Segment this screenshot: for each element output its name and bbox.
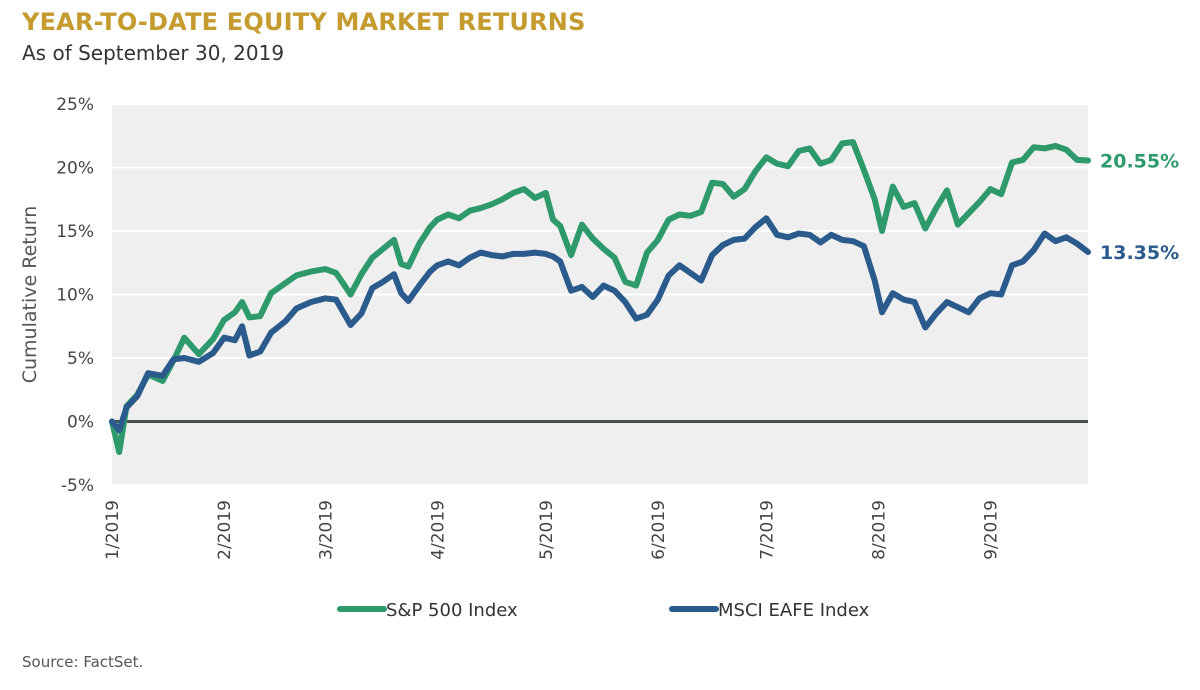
x-tick-label: 8/2019	[869, 500, 889, 560]
sp500-line	[109, 139, 1091, 455]
x-tick-label: 2/2019	[215, 500, 235, 560]
y-tick-label: 0%	[67, 413, 94, 433]
end-labels: 20.55% 13.35%	[1100, 151, 1179, 264]
y-tick-label: 10%	[56, 286, 94, 306]
x-tick-label: 9/2019	[981, 500, 1001, 560]
x-tick-label: 3/2019	[316, 500, 336, 560]
y-tick-label: 20%	[56, 159, 94, 179]
chart-subtitle: As of September 30, 2019	[22, 41, 285, 65]
x-tick-label: 6/2019	[649, 500, 669, 560]
x-tick-label: 5/2019	[537, 500, 557, 560]
y-tick-label: 25%	[56, 95, 94, 115]
legend: S&P 500 Index MSCI EAFE Index	[337, 600, 870, 621]
y-tick-label: -5%	[61, 476, 94, 496]
msci-eafe-line	[109, 215, 1091, 434]
series-lines	[109, 139, 1091, 455]
msci-eafe-end-label: 13.35%	[1100, 242, 1179, 264]
y-axis-ticks: 25% 20% 15% 10% 5% 0% -5%	[56, 95, 94, 496]
y-axis-label: Cumulative Return	[19, 206, 41, 384]
y-tick-label: 5%	[67, 349, 94, 369]
x-axis-ticks: 1/2019 2/2019 3/2019 4/2019 5/2019 6/2019 7/20…	[103, 500, 1001, 560]
x-tick-label: 4/2019	[428, 500, 448, 560]
x-tick-label: 7/2019	[757, 500, 777, 560]
legend-label: S&P 500 Index	[386, 600, 518, 621]
y-tick-label: 15%	[56, 222, 94, 242]
x-tick-label: 1/2019	[103, 500, 123, 560]
legend-label: MSCI EAFE Index	[718, 600, 870, 621]
chart-title: YEAR-TO-DATE EQUITY MARKET RETURNS	[22, 8, 586, 36]
gridlines	[112, 103, 1088, 486]
source-note: Source: FactSet.	[22, 653, 144, 671]
sp500-end-label: 20.55%	[1100, 151, 1179, 173]
